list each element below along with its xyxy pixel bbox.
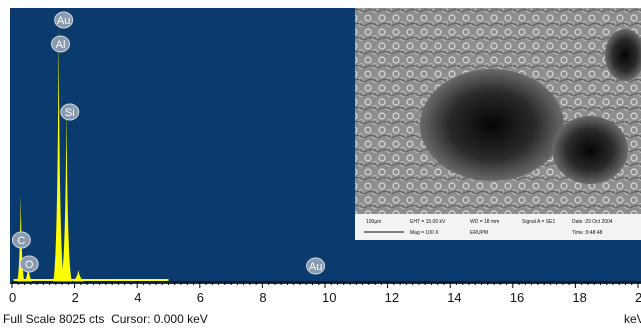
x-tick-label: 18 (572, 290, 586, 305)
sem-signal-label: Signal A = SE1 (522, 219, 555, 225)
cursor-readout: Cursor: 0.000 keV (111, 312, 208, 326)
x-tick-label: 16 (510, 290, 524, 305)
footer-status: Full Scale 8025 cts Cursor: 0.000 keV (3, 312, 208, 326)
peak-label-al: Al (56, 39, 66, 51)
sem-wd-label: WD = 18 mm (470, 219, 499, 225)
sem-pore-large (420, 69, 564, 181)
sem-eht-label: EHT = 15.00 kV (410, 219, 446, 225)
peak-label-c: C (17, 235, 25, 247)
sem-info-bar (355, 214, 641, 240)
peak-label-bubble (51, 35, 71, 53)
x-axis-unit: keV (624, 312, 641, 326)
full-scale-readout: Full Scale 8025 cts (3, 312, 105, 326)
x-tick-label: 12 (385, 290, 399, 305)
x-tick-label: 8 (259, 290, 266, 305)
peak-label-bubble (19, 255, 39, 273)
peak-label-bubble (11, 231, 31, 249)
peak-label-au: Au (57, 15, 70, 27)
spectrum-peak-au (72, 270, 85, 282)
spectrum-peak-al (52, 21, 65, 283)
spectrum-peak-si (60, 102, 73, 282)
sem-mag-label: Mag = 100 X (410, 230, 439, 236)
sem-pore-small (552, 116, 628, 184)
peak-label-o: O (25, 259, 34, 271)
sem-scale-label: 100µm (366, 219, 381, 225)
peak-label-bubble (306, 257, 326, 275)
x-tick-label: 6 (197, 290, 204, 305)
x-tick-label: 14 (447, 290, 461, 305)
sem-image: 100µm EHT = 15.00 kV WD = 18 mm Signal A… (355, 8, 641, 240)
peak-label-au: Au (309, 261, 322, 273)
sem-date-label: Date :29 Oct 2004 (572, 219, 613, 225)
peak-label-si: Si (65, 107, 75, 119)
x-tick-label: 2 (72, 290, 79, 305)
sem-detector-label: ERUPM (470, 230, 488, 236)
x-tick-label: 20 (635, 290, 641, 305)
sem-time-label: Time :9:48:48 (572, 230, 603, 236)
x-tick-label: 10 (322, 290, 336, 305)
peak-labels: Au Al Si CO Au (11, 11, 326, 275)
peak-label-bubble (60, 103, 80, 121)
x-axis: 0 2 4 6 8 10 12 14 16 18 20 (9, 281, 641, 305)
x-tick-label: 4 (134, 290, 141, 305)
spectrum-peak-o (24, 265, 33, 282)
peak-label-bubble (54, 11, 74, 29)
sem-pore-edge (605, 29, 641, 81)
x-tick-label: 0 (9, 290, 16, 305)
